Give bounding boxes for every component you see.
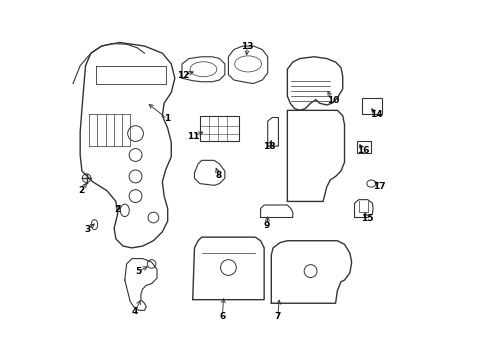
Text: 12: 12: [177, 71, 189, 80]
Text: 2: 2: [114, 205, 120, 214]
Text: 14: 14: [369, 110, 382, 119]
Text: 16: 16: [356, 146, 369, 155]
Text: 7: 7: [274, 312, 280, 321]
Text: 11: 11: [187, 131, 200, 140]
Text: 1: 1: [164, 114, 170, 123]
Text: 9: 9: [264, 221, 270, 230]
Text: 2: 2: [78, 185, 84, 194]
Text: 17: 17: [372, 181, 385, 190]
Text: 15: 15: [360, 214, 372, 223]
Text: 5: 5: [135, 267, 141, 276]
Text: 18: 18: [262, 142, 274, 151]
Text: 13: 13: [241, 42, 253, 51]
Text: 4: 4: [132, 307, 138, 316]
Text: 3: 3: [84, 225, 90, 234]
Text: 10: 10: [326, 96, 339, 105]
Text: 6: 6: [219, 312, 225, 321]
Text: 8: 8: [215, 171, 222, 180]
